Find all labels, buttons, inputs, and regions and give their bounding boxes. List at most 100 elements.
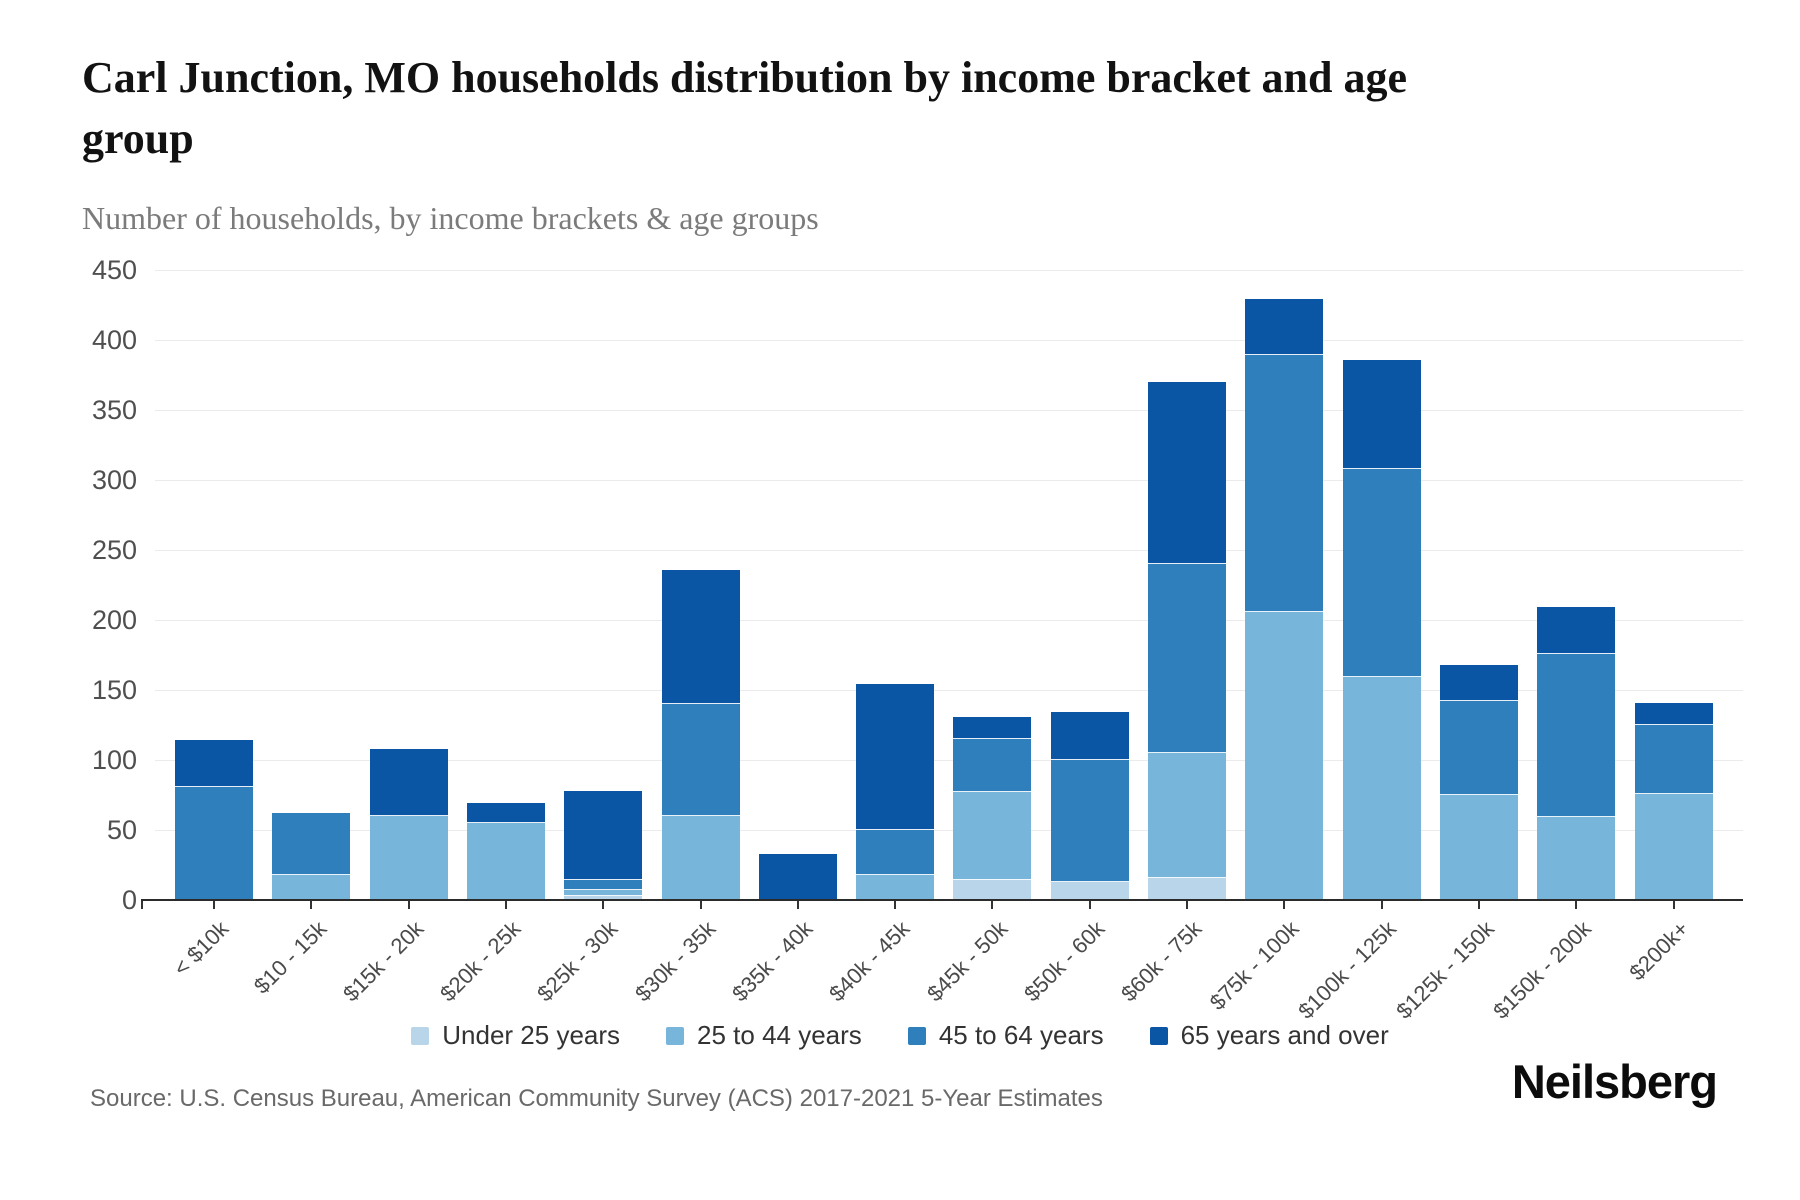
- x-axis-tick: [1186, 901, 1188, 909]
- legend-label: Under 25 years: [442, 1020, 621, 1050]
- page-title: Carl Junction, MO households distributio…: [82, 53, 1408, 163]
- x-axis-tick: [213, 901, 215, 909]
- x-axis-label-text: $15k - 20k: [337, 916, 429, 1007]
- x-axis-tick: [310, 901, 313, 909]
- x-axis-label-text: $150k - 200k: [1488, 916, 1596, 1024]
- bar-segment[interactable]: [953, 739, 1032, 793]
- bar-segment[interactable]: [1245, 355, 1324, 612]
- bar-segment[interactable]: [564, 895, 643, 900]
- grid-line-350: [155, 410, 1743, 411]
- legend-item-2[interactable]: 45 to 64 years: [907, 1020, 1104, 1051]
- x-axis-label-text: $75k - 100k: [1205, 916, 1304, 1015]
- bar--10k: [175, 740, 253, 900]
- bar-segment[interactable]: [564, 890, 643, 896]
- legend: Under 25 years 25 to 44 years 45 to 64 yea…: [0, 1020, 1800, 1051]
- bar-segment[interactable]: [758, 853, 837, 900]
- legend-item-1[interactable]: 25 to 44 years: [666, 1020, 862, 1051]
- bar-segment[interactable]: [1342, 468, 1421, 678]
- y-axis-label: 350: [91, 395, 137, 425]
- bar-segment[interactable]: [1537, 817, 1616, 900]
- bar-segment[interactable]: [564, 880, 643, 891]
- x-axis-tick: [1088, 901, 1091, 909]
- x-axis-label-text: $45k - 50k: [921, 916, 1013, 1007]
- bar--40k-45k: [856, 684, 935, 900]
- x-axis-tick: [504, 901, 507, 909]
- bar-segment[interactable]: [661, 704, 740, 816]
- bar-segment[interactable]: [175, 786, 253, 900]
- y-axis-label: 400: [91, 325, 137, 355]
- x-axis-tick: [796, 901, 799, 909]
- bar--50k-60k: [1050, 712, 1129, 900]
- bar-segment[interactable]: [856, 830, 935, 875]
- bar-segment[interactable]: [1245, 611, 1324, 900]
- plot-area: 0 50 100 150 200 250 300 350 400 450 < $10k $10 - 1…: [92, 255, 1743, 1024]
- bar-segment[interactable]: [1342, 359, 1421, 469]
- bar-segment[interactable]: [466, 823, 545, 900]
- bar-segment[interactable]: [1439, 664, 1518, 702]
- bar-segment[interactable]: [1050, 712, 1129, 761]
- x-axis-tick: [991, 901, 994, 909]
- bar-segment[interactable]: [953, 716, 1032, 740]
- bar-segment[interactable]: [1439, 701, 1518, 795]
- bar-segment[interactable]: [1439, 795, 1518, 900]
- bar-segment[interactable]: [1148, 877, 1226, 900]
- x-axis-label-text: $50k - 60k: [1019, 916, 1110, 1007]
- x-axis-label-text: $25k - 30k: [532, 916, 623, 1007]
- source-note: Source: U.S. Census Bureau, American Com…: [90, 1085, 1103, 1112]
- bar-segment[interactable]: [1245, 299, 1324, 356]
- bar-segment[interactable]: [466, 803, 545, 823]
- x-axis-tick: [1283, 901, 1286, 909]
- x-axis-tick: [699, 901, 702, 909]
- y-axis-label: 450: [91, 255, 137, 285]
- bar-segment[interactable]: [175, 740, 253, 787]
- legend-label: 45 to 64 years: [938, 1020, 1104, 1050]
- bar-segment[interactable]: [1537, 653, 1616, 818]
- y-axis-label: 200: [91, 605, 137, 635]
- bar-segment[interactable]: [856, 874, 935, 900]
- y-axis-label: 50: [106, 815, 137, 845]
- legend-swatch: [907, 1026, 926, 1045]
- grid-line-200: [155, 620, 1743, 621]
- bar-segment[interactable]: [369, 748, 448, 816]
- grid-line-400: [155, 340, 1743, 341]
- bar--200k+: [1634, 702, 1713, 900]
- bar-segment[interactable]: [661, 816, 740, 900]
- bar-segment[interactable]: [1148, 753, 1226, 878]
- bar--10-15k: [272, 813, 351, 900]
- x-axis-label-text: $40k - 45k: [824, 916, 915, 1007]
- bar-segment[interactable]: [369, 816, 448, 900]
- bar-segment[interactable]: [953, 880, 1032, 900]
- bar-segment[interactable]: [856, 684, 935, 831]
- bar--35k-40k: [758, 853, 837, 900]
- legend-swatch: [1149, 1026, 1168, 1045]
- bar-segment[interactable]: [272, 874, 351, 900]
- y-axis-label: 150: [91, 675, 137, 705]
- x-axis-label-text: < $10k: [168, 916, 234, 981]
- bar-segment[interactable]: [1634, 793, 1713, 900]
- bar-segment[interactable]: [661, 569, 740, 704]
- bar-segment[interactable]: [953, 792, 1032, 881]
- bar--125k-150k: [1439, 664, 1518, 900]
- y-axis-label: 300: [91, 465, 137, 495]
- legend-label: 25 to 44 years: [697, 1020, 862, 1050]
- legend-item-3[interactable]: 65 years and over: [1149, 1020, 1389, 1051]
- x-axis-tick-origin: [141, 901, 143, 909]
- bar-segment[interactable]: [564, 790, 643, 881]
- bar--45k-50k: [953, 716, 1032, 900]
- grid-line-450: [155, 270, 1743, 271]
- legend-item-0[interactable]: Under 25 years: [411, 1020, 620, 1051]
- bar-segment[interactable]: [1634, 725, 1713, 794]
- y-axis-label: 0: [121, 885, 137, 915]
- bar-segment[interactable]: [1634, 702, 1713, 726]
- bar-segment[interactable]: [1050, 760, 1129, 882]
- bar-segment[interactable]: [1148, 564, 1226, 754]
- bar-segment[interactable]: [1050, 881, 1129, 900]
- brand-logo: Neilsberg: [1511, 1055, 1718, 1108]
- bar--15k-20k: [369, 748, 448, 900]
- bar-segment[interactable]: [1537, 607, 1616, 654]
- x-axis-tick: [602, 901, 605, 909]
- bar-segment[interactable]: [1148, 382, 1226, 565]
- bar-segment[interactable]: [1342, 677, 1421, 900]
- bar-segment[interactable]: [272, 813, 351, 875]
- y-axis-label: 100: [91, 745, 137, 775]
